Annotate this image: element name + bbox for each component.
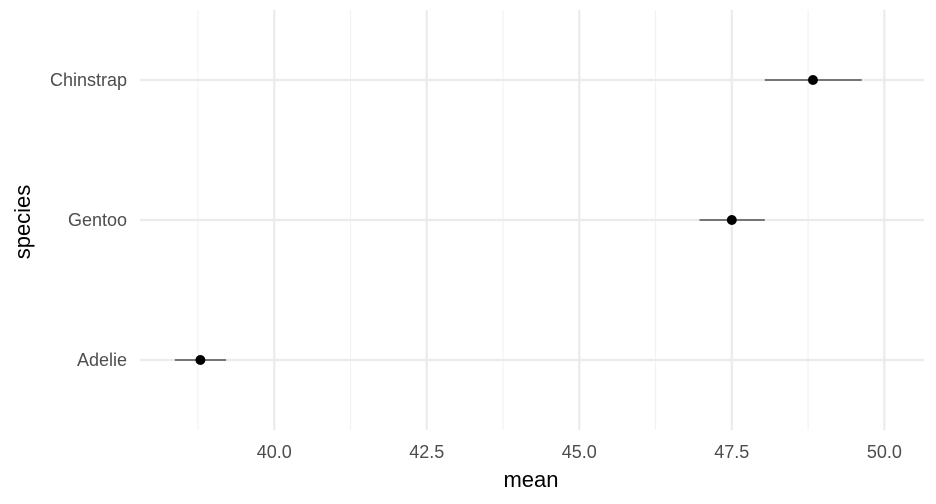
x-tick-label: 40.0	[257, 442, 292, 462]
y-axis-ticks: Adelie Gentoo Chinstrap	[50, 70, 127, 370]
x-tick-label: 50.0	[867, 442, 902, 462]
x-axis-title: mean	[503, 467, 558, 492]
y-tick-label-gentoo: Gentoo	[68, 210, 127, 230]
point-chinstrap	[807, 75, 818, 85]
x-tick-label: 47.5	[714, 442, 749, 462]
marks	[174, 75, 862, 365]
point-gentoo	[726, 215, 737, 225]
y-axis-title: species	[10, 185, 35, 260]
y-tick-label-adelie: Adelie	[77, 350, 127, 370]
x-tick-label: 45.0	[562, 442, 597, 462]
x-tick-label: 42.5	[409, 442, 444, 462]
grid	[140, 10, 924, 430]
x-axis-ticks: 40.0 42.5 45.0 47.5 50.0	[257, 442, 902, 462]
point-adelie	[195, 355, 206, 365]
y-tick-label-chinstrap: Chinstrap	[50, 70, 127, 90]
